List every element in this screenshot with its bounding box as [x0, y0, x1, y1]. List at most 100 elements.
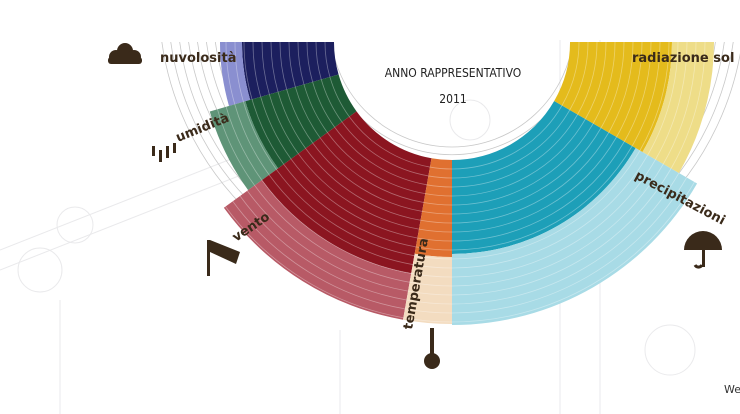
- segment-ring: [297, 153, 420, 230]
- segment-ring: [254, 185, 410, 283]
- segment-ring: [260, 96, 292, 160]
- segment-ring: [407, 290, 453, 296]
- segment-ring: [420, 219, 453, 224]
- sector-inner: [261, 111, 432, 274]
- segment-ring: [297, 42, 305, 85]
- segment-ring: [423, 202, 453, 206]
- segment-lines: [217, 42, 706, 323]
- ring: [330, 42, 574, 148]
- segment-ring: [422, 210, 453, 215]
- segment-ring: [451, 159, 656, 278]
- segment-ring: [334, 126, 427, 186]
- sector-outer: [642, 42, 714, 173]
- segment-ring: [426, 184, 453, 188]
- segment-ring: [294, 86, 321, 139]
- segment-ring: [451, 163, 664, 287]
- segment-ring: [306, 42, 314, 83]
- segment-ring: [616, 42, 643, 138]
- sector-inner: [452, 101, 636, 254]
- center-title: ANNO RAPPRESENTATIVO: [385, 66, 522, 80]
- segment-ring: [561, 42, 580, 106]
- segment-ring: [451, 181, 695, 323]
- segment-ring: [403, 317, 453, 323]
- segment-ring: [252, 42, 262, 97]
- segment-label: nuvolosità: [160, 51, 236, 66]
- segment-ring: [647, 42, 679, 156]
- segment-ring: [348, 116, 431, 168]
- segment-ring: [639, 42, 670, 151]
- segment-ring: [451, 141, 625, 242]
- wind-icon: [207, 240, 240, 276]
- segment-ring: [319, 137, 424, 203]
- segment-ring: [417, 237, 453, 242]
- sector-outer: [223, 180, 412, 320]
- segment-ring: [234, 104, 270, 176]
- humidity-icon: [152, 143, 176, 162]
- sector-outer: [220, 42, 251, 106]
- segment-ring: [592, 42, 616, 124]
- segment-ring: [418, 228, 453, 233]
- segment-ring: [225, 206, 404, 319]
- segment-ring: [670, 42, 706, 169]
- center-year: 2011: [439, 92, 466, 106]
- segment-ring: [305, 148, 421, 221]
- segment-ring: [451, 118, 586, 197]
- segment-ring: [283, 164, 416, 248]
- segment-ring: [451, 114, 578, 188]
- segment-ring: [425, 193, 453, 197]
- sector-inner: [414, 158, 452, 257]
- segment-ring: [246, 190, 409, 292]
- segment-ring: [276, 169, 415, 257]
- segment-ring: [451, 132, 610, 224]
- segment-ring: [585, 42, 607, 120]
- segment-ring: [225, 42, 236, 105]
- sector-inner: [245, 74, 357, 169]
- segment-ring: [225, 106, 263, 181]
- segment-ring: [312, 142, 423, 212]
- segment-ring: [429, 166, 453, 170]
- segment-ring: [451, 109, 571, 179]
- segment-ring: [243, 101, 277, 170]
- segment-ring: [303, 84, 328, 133]
- footer-text: We: [724, 383, 740, 396]
- segment-ring: [315, 42, 322, 80]
- segment-ring: [451, 123, 594, 206]
- segment-ring: [327, 132, 426, 195]
- segment-ring: [451, 168, 672, 296]
- segment-ring: [239, 195, 407, 301]
- segment-ring: [569, 42, 589, 111]
- segment-ring: [279, 42, 288, 90]
- segment-ring: [341, 121, 429, 177]
- segment-ring: [268, 174, 413, 265]
- segment-ring: [451, 105, 563, 170]
- segment-ring: [324, 42, 331, 78]
- segment-ring: [451, 136, 617, 233]
- sector-inner: [554, 42, 672, 152]
- segment-ring: [288, 42, 296, 88]
- segment-ring: [577, 42, 598, 115]
- umbrella-icon: [684, 231, 722, 269]
- segment-ring: [428, 175, 453, 179]
- segment-ring: [451, 145, 633, 251]
- segment-ring: [412, 264, 453, 269]
- icons: [108, 43, 722, 369]
- segment-ring: [411, 273, 453, 278]
- cloud-icon: [108, 43, 142, 64]
- segment-ring: [404, 308, 453, 314]
- segment-ring: [329, 76, 350, 117]
- sectors: [209, 42, 714, 325]
- segment-ring: [662, 42, 697, 165]
- segment-ring: [409, 281, 453, 287]
- sector-outer: [452, 148, 698, 325]
- segment-ring: [451, 172, 680, 305]
- segment-ring: [234, 42, 244, 102]
- segment-ring: [631, 42, 661, 147]
- segment-ring: [655, 42, 688, 160]
- segment-ring: [451, 177, 688, 314]
- segment-ring: [312, 81, 336, 128]
- segment-ring: [290, 158, 418, 239]
- segment-ring: [608, 42, 634, 133]
- segment-ring: [451, 150, 641, 260]
- segment-ring: [415, 246, 453, 251]
